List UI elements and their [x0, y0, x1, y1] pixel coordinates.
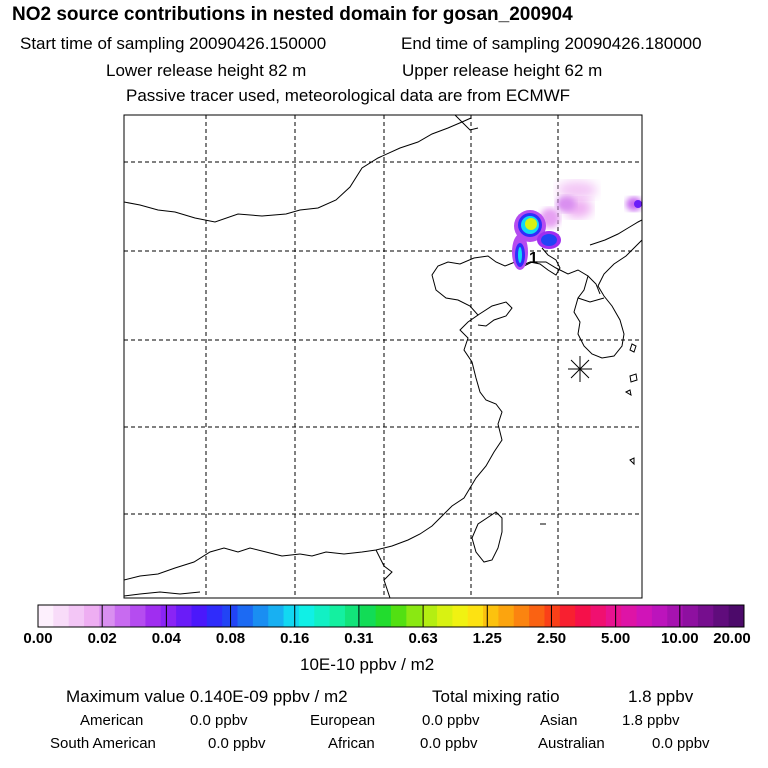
total-mixing-value: 1.8 ppbv — [628, 687, 694, 706]
region-value: 1.8 ppbv — [622, 712, 680, 729]
region-value: 0.0 ppbv — [422, 712, 480, 729]
region-value: 0.0 ppbv — [652, 735, 710, 752]
colorbar-tick-label: 10.00 — [661, 630, 699, 647]
colorbar-tick-label: 5.00 — [601, 630, 631, 647]
colorbar-tick-label: 0.63 — [408, 630, 438, 647]
start-time-label: Start time of sampling 20090426.150000 — [20, 34, 327, 53]
max-value-label: Maximum value 0.140E-09 ppbv / m2 — [66, 687, 348, 706]
end-time-label: End time of sampling 20090426.180000 — [401, 34, 702, 53]
colorbar-tick-label: 0.04 — [151, 630, 181, 647]
region-name: Australian — [538, 735, 605, 752]
colorbar-tick-label: 1.25 — [472, 630, 502, 647]
source-marker-label: 1 — [529, 250, 538, 267]
colorbar-tick-label: 20.00 — [713, 630, 751, 647]
colorbar-tick-label: 0.16 — [280, 630, 310, 647]
receptor-star-icon — [568, 356, 592, 382]
plot-title: NO2 source contributions in nested domai… — [12, 4, 573, 25]
region-value: 0.0 ppbv — [190, 712, 248, 729]
tracer-note: Passive tracer used, meteorological data… — [126, 86, 571, 105]
region-name: African — [328, 735, 375, 752]
region-name: American — [80, 712, 144, 729]
colorbar-tick-label: 0.08 — [215, 630, 246, 647]
region-value: 0.0 ppbv — [208, 735, 266, 752]
region-value: 0.0 ppbv — [420, 735, 478, 752]
colorbar-tick-label: 2.50 — [536, 630, 567, 647]
colorbar-tick-label: 0.00 — [23, 630, 53, 647]
colorbar-unit: 10E-10 ppbv / m2 — [300, 655, 435, 674]
map-panel: 1 — [123, 114, 643, 599]
upper-release-height-label: Upper release height 62 m — [402, 61, 603, 80]
total-mixing-label: Total mixing ratio — [432, 687, 560, 706]
map-frame — [123, 114, 643, 599]
colorbar-tick-label: 0.31 — [344, 630, 374, 647]
region-name: European — [310, 712, 376, 729]
region-name: Asian — [540, 712, 578, 729]
lower-release-height-label: Lower release height 82 m — [106, 61, 307, 80]
grid-lines — [124, 115, 642, 598]
region-name: South American — [50, 735, 156, 752]
no2-plume — [512, 181, 642, 270]
colorbar-tick-label: 0.02 — [87, 630, 117, 647]
